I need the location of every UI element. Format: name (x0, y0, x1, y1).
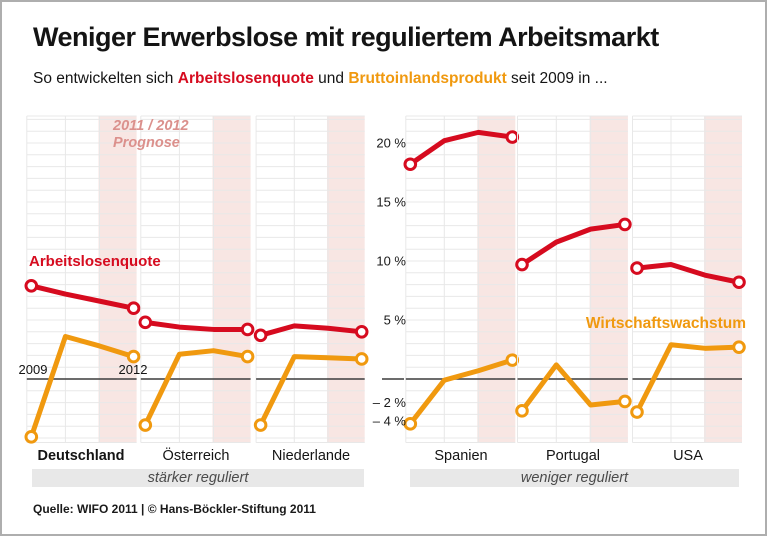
gdp_growth-point-2012 (618, 394, 632, 409)
unemployment-point-2012 (505, 130, 520, 144)
forecast-band (327, 116, 365, 443)
gdp_growth-line (519, 362, 626, 413)
unemployment-line (408, 129, 513, 167)
subtitle-text-prefix: So entwickelten sich (33, 70, 178, 87)
subtitle-unemployment-term: Arbeitslosenquote (177, 70, 314, 87)
unemployment-point-2009 (253, 328, 268, 343)
panel-deutschland (24, 115, 141, 444)
country-label-oesterreich: Österreich (162, 448, 230, 464)
forecast-note-line1: 2011 / 2012 (113, 118, 189, 134)
source-credit: Quelle: WIFO 2011 | © Hans-Böckler-Stift… (33, 502, 316, 516)
subtitle-text-suffix: seit 2009 in ... (506, 70, 608, 87)
gdp_growth-point-2009 (515, 404, 529, 418)
group-band-stronger-regulated: stärker reguliert (32, 469, 364, 487)
growth-series-label: Wirtschaftswachstum (585, 315, 746, 332)
y-axis-tick: – 4 % (373, 414, 407, 429)
unemployment-line (636, 262, 740, 285)
y-axis-tick: – 2 % (373, 395, 407, 410)
panel-sterreich (138, 115, 255, 443)
gdp_growth-point-2009 (403, 417, 418, 431)
y-axis-tick: 20 % (376, 136, 406, 151)
gdp_growth-point-2012 (732, 340, 746, 354)
gdp_growth-point-2009 (138, 418, 153, 432)
year-label-end: 2012 (118, 362, 148, 377)
unemployment-series-label: Arbeitslosenquote (29, 253, 161, 270)
forecast-band (589, 116, 628, 443)
gdp_growth-point-2009 (24, 430, 39, 444)
forecast-band (212, 116, 251, 443)
y-axis-tick: 5 % (384, 313, 407, 328)
unemployment-point-2009 (515, 257, 529, 272)
unemployment-line (144, 319, 248, 332)
gdp_growth-point-2012 (126, 349, 141, 364)
year-label-start: 2009 (18, 362, 48, 377)
unemployment-point-2009 (630, 261, 644, 275)
gdp_growth-point-2012 (240, 349, 255, 364)
subtitle-gdp-term: Bruttoinlandsprodukt (348, 70, 507, 87)
y-axis-tick: 10 % (376, 254, 406, 269)
gdp_growth-point-2009 (630, 405, 644, 419)
unemployment-point-2012 (240, 322, 255, 337)
unemployment-point-2009 (403, 157, 418, 172)
y-axis: 20 % 15 % 10 % 5 % – 2 % – 4 % (373, 136, 407, 429)
subtitle-text-mid: und (313, 70, 349, 87)
panel-spanien (403, 115, 520, 443)
y-axis-tick: 15 % (376, 195, 406, 210)
country-label-deutschland: Deutschland (37, 448, 125, 464)
group-band-less-regulated: weniger reguliert (410, 469, 739, 487)
forecast-note: 2011 / 2012 Prognose (113, 118, 189, 152)
panel-usa (630, 115, 746, 443)
gdp_growth-point-2009 (253, 418, 268, 432)
unemployment-line (30, 283, 135, 311)
forecast-band (477, 116, 516, 443)
country-label-niederlande: Niederlande (271, 448, 351, 464)
gdp_growth-line (28, 334, 135, 438)
panel-niederlande (253, 115, 369, 443)
unemployment-point-2012 (354, 325, 369, 339)
gdp_growth-point-2012 (354, 352, 369, 366)
subtitle: So entwickelten sich Arbeitslosenquote u… (33, 70, 608, 88)
unemployment-point-2012 (732, 275, 746, 290)
gdp_growth-line (143, 348, 249, 427)
panel-portugal (515, 115, 632, 443)
unemployment-point-2012 (618, 217, 632, 232)
country-label-spanien: Spanien (434, 448, 488, 464)
gdp_growth-point-2012 (505, 353, 520, 367)
forecast-note-line2: Prognose (113, 135, 180, 151)
unemployment-line (520, 221, 626, 267)
gdp_growth-line (634, 342, 740, 414)
forecast-band (98, 116, 137, 443)
gdp_growth-line (408, 357, 514, 426)
country-label-usa: USA (673, 448, 703, 464)
country-label-portugal: Portugal (545, 448, 600, 464)
unemployment-point-2009 (24, 278, 39, 293)
unemployment-line (259, 323, 362, 338)
unemployment-point-2009 (138, 315, 153, 330)
gdp_growth-line (258, 354, 362, 427)
unemployment-point-2012 (126, 301, 141, 316)
page-title: Weniger Erwerbslose mit reguliertem Arbe… (33, 22, 659, 52)
